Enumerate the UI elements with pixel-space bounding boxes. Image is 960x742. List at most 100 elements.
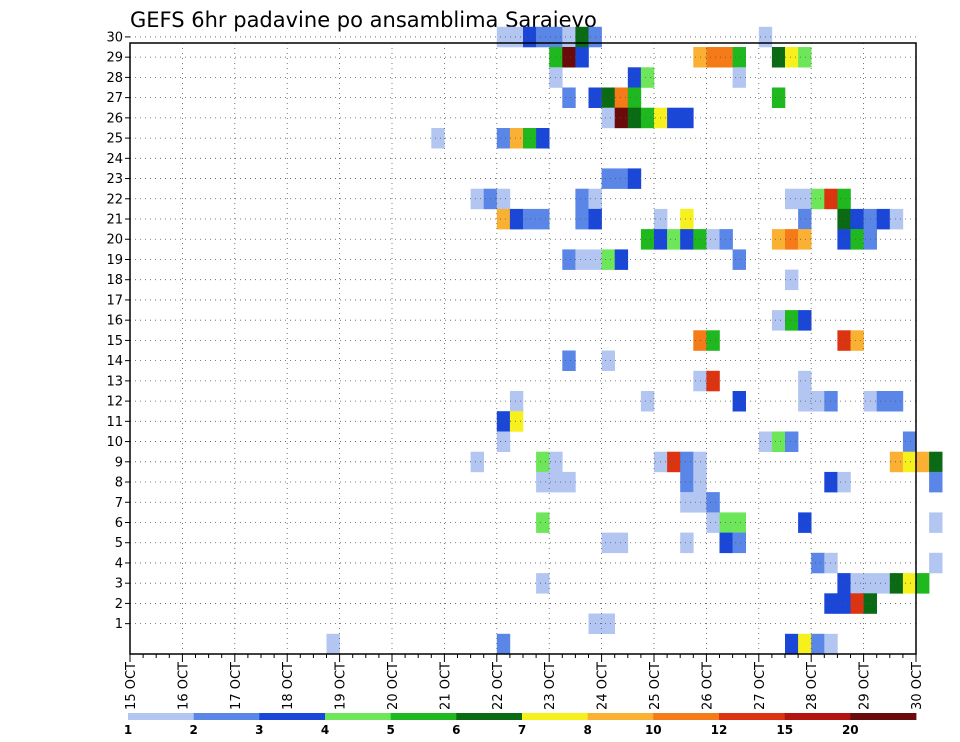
colorbar-label: 7 — [518, 723, 526, 737]
heatmap-cell — [837, 330, 851, 351]
heatmap-cell — [706, 512, 720, 533]
x-tick-label: 18 OCT — [281, 662, 296, 710]
heatmap-cell — [929, 512, 943, 533]
colorbar-swatch — [587, 713, 654, 720]
heatmap-cell — [614, 532, 629, 554]
heatmap-cell — [496, 431, 511, 452]
heatmap-cell — [496, 26, 511, 48]
colorbar-swatch — [325, 713, 392, 720]
heatmap-cell — [640, 391, 655, 412]
heatmap-cell — [326, 633, 340, 655]
colorbar-swatch — [850, 713, 917, 720]
heatmap-cell — [850, 330, 864, 351]
heatmap-cell — [811, 188, 825, 210]
heatmap-cell — [509, 411, 524, 432]
heatmap-cell — [889, 573, 904, 594]
heatmap-cell — [496, 411, 511, 432]
heatmap-cell — [837, 229, 851, 250]
heatmap-cell — [562, 249, 576, 270]
heatmap-cell — [837, 573, 851, 594]
heatmap-cell — [785, 431, 799, 452]
heatmap-cell — [496, 128, 511, 149]
heatmap-cell — [680, 492, 694, 513]
heatmap-cell — [680, 532, 694, 554]
heatmap-cell — [575, 188, 589, 210]
heatmap-cell — [706, 47, 720, 68]
heatmap-cell — [798, 633, 812, 655]
heatmap-cell — [732, 391, 746, 412]
heatmap-cell — [771, 47, 786, 68]
colorbar-label: 20 — [842, 723, 859, 737]
heatmap-cell — [732, 249, 746, 270]
heatmap-cell — [536, 512, 550, 533]
heatmap-cell — [627, 87, 642, 108]
heatmap-cell — [509, 208, 524, 230]
heatmap-cell — [667, 229, 681, 250]
heatmap-cell — [614, 168, 629, 189]
heatmap-cell — [575, 47, 589, 68]
heatmap-cell — [601, 168, 615, 189]
heatmap-cell — [837, 471, 851, 493]
heatmap-cell — [706, 492, 720, 513]
heatmap-cell — [536, 471, 550, 493]
heatmap-cell — [575, 26, 589, 48]
x-tick-label: 16 OCT — [176, 662, 191, 710]
x-tick-label: 28 OCT — [805, 662, 820, 710]
x-tick-label: 20 OCT — [386, 662, 401, 710]
heatmap-cell — [798, 47, 812, 68]
heatmap-cell — [680, 451, 694, 473]
heatmap-cell — [798, 310, 812, 331]
y-tick-label: 29 — [106, 51, 123, 66]
y-tick-label: 14 — [106, 354, 123, 369]
heatmap-cell — [640, 67, 655, 88]
heatmap-cell — [536, 128, 550, 149]
heatmap-cell — [837, 208, 851, 230]
heatmap-cell — [929, 471, 943, 493]
x-tick-label: 26 OCT — [700, 662, 715, 710]
heatmap-cell — [798, 188, 812, 210]
heatmap-cell — [496, 633, 511, 655]
y-tick-label: 25 — [106, 132, 123, 147]
heatmap-cell — [719, 512, 733, 533]
heatmap-cell — [798, 512, 812, 533]
colorbar-label: 6 — [452, 723, 460, 737]
colorbar-label: 1 — [124, 723, 132, 737]
heatmap-cell — [627, 168, 642, 189]
gridlines — [129, 36, 917, 654]
heatmap-cell — [627, 107, 642, 129]
y-tick-label: 30 — [106, 30, 123, 45]
heatmap-cell — [470, 188, 484, 210]
heatmap-cell — [601, 532, 615, 554]
heatmap-cell — [680, 107, 694, 129]
heatmap-cell — [785, 633, 799, 655]
heatmap-cell — [850, 208, 864, 230]
y-tick-label: 11 — [106, 415, 123, 430]
heatmap-cell — [680, 471, 694, 493]
heatmap-cell — [929, 552, 943, 574]
heatmap-cell — [562, 26, 576, 48]
y-tick-label: 5 — [115, 536, 123, 551]
y-tick-label: 22 — [106, 192, 123, 207]
colorbar-label: 12 — [711, 723, 728, 737]
heatmap-cell — [640, 107, 655, 129]
heatmap-cell — [496, 208, 511, 230]
heatmap-cell — [536, 451, 550, 473]
y-tick-label: 18 — [106, 273, 123, 288]
y-tick-label: 17 — [106, 293, 123, 308]
heatmap-cell — [916, 451, 930, 473]
heatmap-cell — [785, 310, 799, 331]
heatmap-cell — [470, 451, 484, 473]
heatmap-cell — [562, 87, 576, 108]
heatmap-cell — [889, 208, 904, 230]
y-tick-label: 9 — [115, 455, 123, 470]
y-tick-label: 27 — [106, 91, 123, 106]
x-tick-label: 17 OCT — [229, 662, 244, 710]
heatmap-cell — [667, 107, 681, 129]
heatmap-cell — [601, 87, 615, 108]
colorbar-label: 5 — [387, 723, 395, 737]
colorbar-label: 10 — [645, 723, 662, 737]
y-axis: 1234567891011121314151617181920212223242… — [106, 30, 130, 632]
heatmap-cell — [902, 573, 917, 594]
x-tick-label: 22 OCT — [491, 662, 506, 710]
colorbar-label: 3 — [255, 723, 263, 737]
